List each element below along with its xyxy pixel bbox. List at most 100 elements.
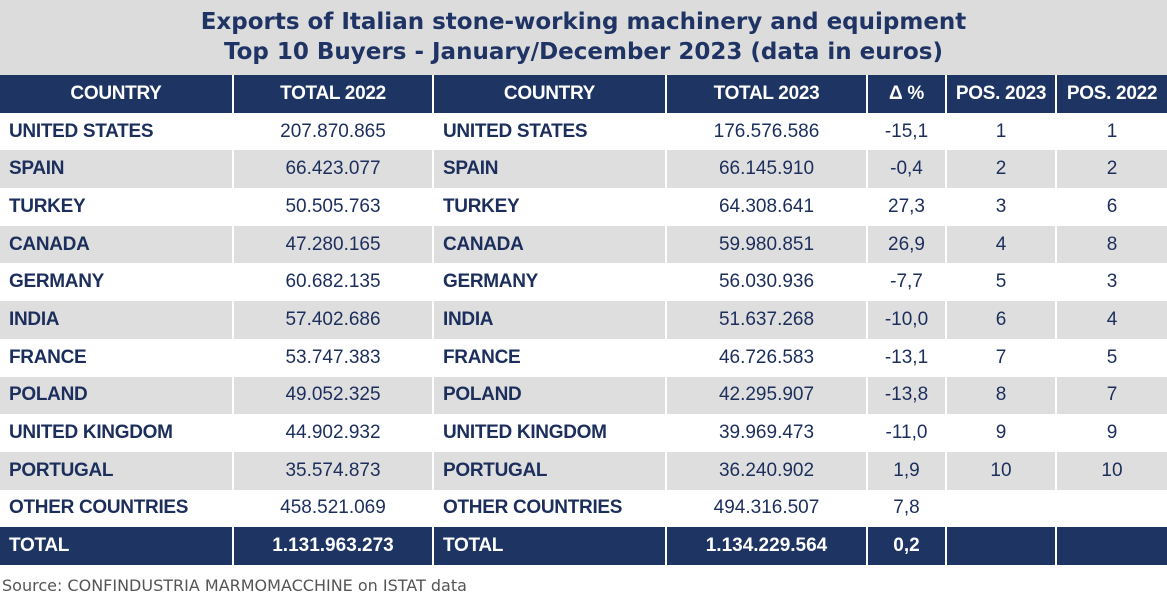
country-2023-cell: TOTAL (432, 527, 666, 565)
title-band: Exports of Italian stone-working machine… (0, 0, 1167, 75)
pos-2023-cell: 1 (945, 112, 1056, 151)
delta-cell: -13,8 (866, 376, 946, 415)
pos-2022-cell: 7 (1055, 376, 1167, 415)
source-note: Source: CONFINDUSTRIA MARMOMACCHINE on I… (2, 576, 467, 595)
total-2023-cell: 36.240.902 (665, 451, 867, 490)
country-2022-cell: INDIA (0, 301, 233, 339)
pos-2023-cell: 4 (945, 225, 1056, 264)
pos-2023-cell: 7 (945, 338, 1056, 377)
delta-cell: 1,9 (866, 451, 946, 490)
pos-2022-cell: 6 (1055, 188, 1167, 226)
pos-2022-cell (1055, 527, 1167, 565)
country-2023-cell: POLAND (432, 376, 666, 415)
country-2023-cell: TURKEY (432, 188, 666, 226)
pos-2022-cell: 9 (1055, 414, 1167, 452)
delta-cell: 26,9 (866, 225, 946, 264)
country-2022-cell: GERMANY (0, 263, 233, 302)
country-2022-cell: POLAND (0, 376, 233, 415)
table-row: CANADA 47.280.165 CANADA 59.980.851 26,9 4 8 (0, 225, 1167, 264)
pos-2022-cell: 5 (1055, 338, 1167, 377)
country-2022-cell: SPAIN (0, 150, 233, 189)
table-row: UNITED KINGDOM 44.902.932 UNITED KINGDOM 39… (0, 414, 1167, 452)
total-2022-cell: 44.902.932 (232, 414, 433, 452)
pos-2023-cell: 9 (945, 414, 1056, 452)
total-2023-cell: 59.980.851 (665, 225, 867, 264)
pos-2023-cell (945, 489, 1056, 528)
column-header-country-2022: COUNTRY (0, 75, 233, 113)
total-2022-cell: 458.521.069 (232, 489, 433, 528)
table-row: INDIA 57.402.686 INDIA 51.637.268 -10,0 6 4 (0, 301, 1167, 339)
total-2023-cell: 494.316.507 (665, 489, 867, 528)
pos-2022-cell: 3 (1055, 263, 1167, 302)
total-2023-cell: 64.308.641 (665, 188, 867, 226)
table-body: UNITED STATES 207.870.865 UNITED STATES 176… (0, 112, 1167, 565)
table-row: TURKEY 50.505.763 TURKEY 64.308.641 27,3 3 6 (0, 188, 1167, 226)
total-2023-cell: 39.969.473 (665, 414, 867, 452)
country-2022-cell: TOTAL (0, 527, 233, 565)
column-header-pos-2022: POS. 2022 (1055, 75, 1167, 113)
country-2023-cell: PORTUGAL (432, 451, 666, 490)
country-2023-cell: SPAIN (432, 150, 666, 189)
delta-cell: 27,3 (866, 188, 946, 226)
delta-cell: -7,7 (866, 263, 946, 302)
country-2023-cell: INDIA (432, 301, 666, 339)
country-2022-cell: TURKEY (0, 188, 233, 226)
country-2023-cell: UNITED STATES (432, 112, 666, 151)
column-header-pos-2023: POS. 2023 (945, 75, 1056, 113)
table-row: PORTUGAL 35.574.873 PORTUGAL 36.240.902 1,9 1… (0, 451, 1167, 490)
header-row: COUNTRY TOTAL 2022 COUNTRY TOTAL 2023 Δ … (0, 75, 1167, 113)
total-2022-cell: 49.052.325 (232, 376, 433, 415)
total-2022-cell: 66.423.077 (232, 150, 433, 189)
country-2023-cell: GERMANY (432, 263, 666, 302)
total-2023-cell: 56.030.936 (665, 263, 867, 302)
country-2022-cell: PORTUGAL (0, 451, 233, 490)
table-row: FRANCE 53.747.383 FRANCE 46.726.583 -13,1 7 5 (0, 338, 1167, 377)
exports-table: COUNTRY TOTAL 2022 COUNTRY TOTAL 2023 Δ … (0, 75, 1167, 565)
total-2022-cell: 1.131.963.273 (232, 527, 433, 565)
total-2023-cell: 66.145.910 (665, 150, 867, 189)
column-header-delta: Δ % (866, 75, 946, 113)
total-2022-cell: 47.280.165 (232, 225, 433, 264)
total-2023-cell: 1.134.229.564 (665, 527, 867, 565)
total-2022-cell: 60.682.135 (232, 263, 433, 302)
table-row: POLAND 49.052.325 POLAND 42.295.907 -13,8 8 7 (0, 376, 1167, 415)
total-row: TOTAL 1.131.963.273 TOTAL 1.134.229.564 0,2 (0, 527, 1167, 565)
table-row: SPAIN 66.423.077 SPAIN 66.145.910 -0,4 2 2 (0, 150, 1167, 189)
country-2022-cell: OTHER COUNTRIES (0, 489, 233, 528)
column-header-country-2023: COUNTRY (432, 75, 666, 113)
country-2023-cell: FRANCE (432, 338, 666, 377)
total-2022-cell: 53.747.383 (232, 338, 433, 377)
delta-cell: -11,0 (866, 414, 946, 452)
country-2022-cell: UNITED KINGDOM (0, 414, 233, 452)
column-header-total-2023: TOTAL 2023 (665, 75, 867, 113)
chart-subtitle: Top 10 Buyers - January/December 2023 (d… (223, 39, 944, 65)
pos-2023-cell: 10 (945, 451, 1056, 490)
pos-2022-cell: 2 (1055, 150, 1167, 189)
total-2023-cell: 176.576.586 (665, 112, 867, 151)
delta-cell: 0,2 (866, 527, 946, 565)
pos-2023-cell: 6 (945, 301, 1056, 339)
pos-2022-cell: 10 (1055, 451, 1167, 490)
total-2023-cell: 42.295.907 (665, 376, 867, 415)
chart-title: Exports of Italian stone-working machine… (200, 9, 967, 35)
total-2022-cell: 207.870.865 (232, 112, 433, 151)
pos-2023-cell (945, 527, 1056, 565)
table-row: OTHER COUNTRIES 458.521.069 OTHER COUNTRIE… (0, 489, 1167, 528)
table-row: UNITED STATES 207.870.865 UNITED STATES 176… (0, 112, 1167, 151)
pos-2023-cell: 3 (945, 188, 1056, 226)
country-2023-cell: UNITED KINGDOM (432, 414, 666, 452)
pos-2022-cell (1055, 489, 1167, 528)
country-2023-cell: OTHER COUNTRIES (432, 489, 666, 528)
total-2022-cell: 35.574.873 (232, 451, 433, 490)
country-2022-cell: FRANCE (0, 338, 233, 377)
delta-cell: -13,1 (866, 338, 946, 377)
total-2023-cell: 51.637.268 (665, 301, 867, 339)
country-2023-cell: CANADA (432, 225, 666, 264)
total-2022-cell: 57.402.686 (232, 301, 433, 339)
pos-2023-cell: 2 (945, 150, 1056, 189)
delta-cell: -15,1 (866, 112, 946, 151)
delta-cell: -0,4 (866, 150, 946, 189)
pos-2022-cell: 1 (1055, 112, 1167, 151)
country-2022-cell: CANADA (0, 225, 233, 264)
table-row: GERMANY 60.682.135 GERMANY 56.030.936 -7,7 5 3 (0, 263, 1167, 302)
